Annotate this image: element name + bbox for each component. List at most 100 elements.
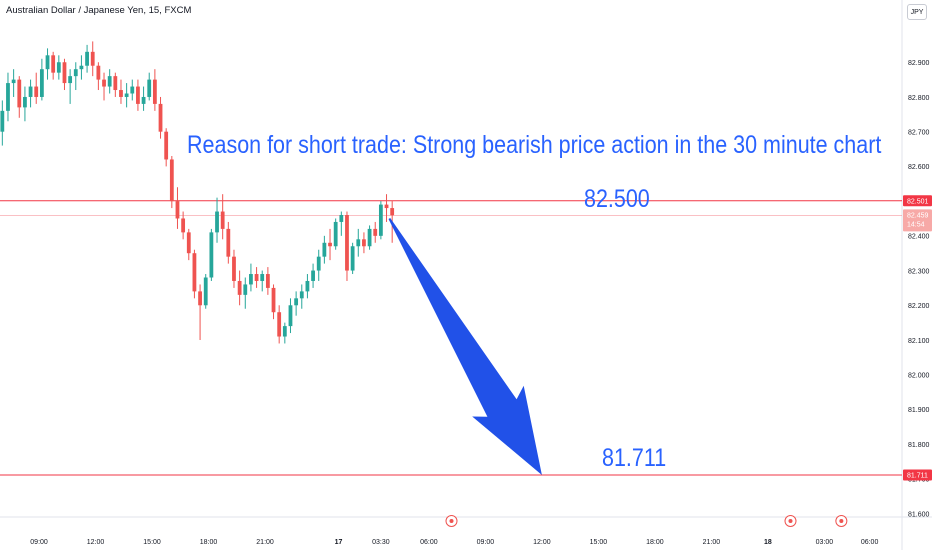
time-axis-tick: 18:00 <box>646 539 664 546</box>
candle[interactable] <box>378 201 383 240</box>
candle[interactable] <box>23 86 27 122</box>
candle[interactable] <box>51 51 56 80</box>
event-marker-dot <box>788 519 793 523</box>
event-markers[interactable] <box>445 515 848 527</box>
candle[interactable] <box>305 274 310 299</box>
candle-body <box>311 270 315 281</box>
candle-body <box>345 215 349 271</box>
candle[interactable] <box>265 267 270 295</box>
candle[interactable] <box>107 69 112 94</box>
symbol-title[interactable]: Australian Dollar / Japanese Yen, 15, FX… <box>6 5 192 16</box>
candle[interactable] <box>90 41 95 77</box>
time-axis-tick: 03:00 <box>816 539 834 546</box>
time-axis-tick: 09:00 <box>30 539 48 546</box>
candle[interactable] <box>124 83 129 108</box>
candle[interactable] <box>249 263 253 292</box>
candle[interactable] <box>316 249 321 281</box>
candle-body <box>181 218 186 233</box>
candle-body <box>367 228 372 247</box>
candle[interactable] <box>186 228 191 261</box>
currency-badge[interactable]: JPY <box>907 4 927 20</box>
candle[interactable] <box>311 263 315 288</box>
candle[interactable] <box>215 197 219 243</box>
candle[interactable] <box>277 305 282 344</box>
candle[interactable] <box>350 242 355 275</box>
candle-body <box>356 239 361 247</box>
candle[interactable] <box>152 69 157 111</box>
candle[interactable] <box>220 194 225 240</box>
candle[interactable] <box>158 96 163 139</box>
candle[interactable] <box>73 62 78 91</box>
time-axis[interactable]: 09:00 12:00 15:00 18:00 21:00 17 03:30 06:00 09:… <box>30 539 878 546</box>
candle[interactable] <box>322 235 327 264</box>
candle[interactable] <box>113 72 118 97</box>
candle[interactable] <box>203 274 208 309</box>
candle[interactable] <box>147 72 152 101</box>
candle[interactable] <box>45 48 50 80</box>
candle[interactable] <box>102 72 106 101</box>
candle[interactable] <box>384 194 389 222</box>
candle[interactable] <box>169 155 174 209</box>
candle[interactable] <box>62 58 67 91</box>
candle[interactable] <box>68 69 73 104</box>
candle[interactable] <box>282 322 287 344</box>
candle[interactable] <box>373 221 378 243</box>
time-axis-tick: 03:30 <box>372 539 390 546</box>
candle[interactable] <box>17 76 22 118</box>
event-marker-icon[interactable] <box>835 515 848 527</box>
price-tag-bg <box>903 469 932 481</box>
candle-body <box>107 76 112 87</box>
candle[interactable] <box>226 221 231 264</box>
candle[interactable] <box>130 79 135 101</box>
candle[interactable] <box>299 284 304 309</box>
candle[interactable] <box>181 211 186 240</box>
candle[interactable] <box>39 58 44 101</box>
candle[interactable] <box>232 249 236 288</box>
candle[interactable] <box>254 267 259 288</box>
event-marker-icon[interactable] <box>445 515 458 527</box>
candle-body <box>265 274 270 288</box>
candle[interactable] <box>367 225 372 250</box>
candle[interactable] <box>356 228 361 257</box>
candle[interactable] <box>333 218 338 250</box>
candle[interactable] <box>362 232 366 254</box>
candle[interactable] <box>96 62 101 91</box>
candle[interactable] <box>79 55 84 80</box>
candle-body <box>277 312 282 337</box>
candle-body <box>322 242 327 257</box>
candle[interactable] <box>119 79 123 104</box>
event-marker-icon[interactable] <box>784 515 797 527</box>
candle[interactable] <box>345 211 349 281</box>
candle[interactable] <box>56 55 61 80</box>
candle[interactable] <box>260 270 265 292</box>
candle[interactable] <box>136 79 140 111</box>
candle[interactable] <box>339 211 344 236</box>
candle-body <box>294 298 299 306</box>
candle[interactable] <box>0 100 5 146</box>
candle[interactable] <box>192 249 197 299</box>
candle-body <box>17 79 22 108</box>
candle[interactable] <box>328 228 332 261</box>
candle[interactable] <box>243 277 248 309</box>
candle-body <box>328 242 332 247</box>
candle-body <box>254 274 259 281</box>
candle[interactable] <box>164 128 169 167</box>
candle[interactable] <box>294 291 299 316</box>
candle[interactable] <box>288 298 293 334</box>
candle[interactable] <box>141 86 146 111</box>
candle[interactable] <box>6 72 10 122</box>
candle-body <box>62 62 67 84</box>
candle[interactable] <box>34 72 39 104</box>
candle[interactable] <box>85 44 89 73</box>
candle[interactable] <box>198 284 202 340</box>
candle-body <box>243 284 248 295</box>
candles[interactable] <box>0 41 395 344</box>
candle[interactable] <box>209 228 214 281</box>
candle[interactable] <box>271 284 276 320</box>
candle[interactable] <box>175 187 180 229</box>
candle[interactable] <box>28 79 33 108</box>
candle[interactable] <box>237 270 242 306</box>
candle[interactable] <box>11 69 16 97</box>
